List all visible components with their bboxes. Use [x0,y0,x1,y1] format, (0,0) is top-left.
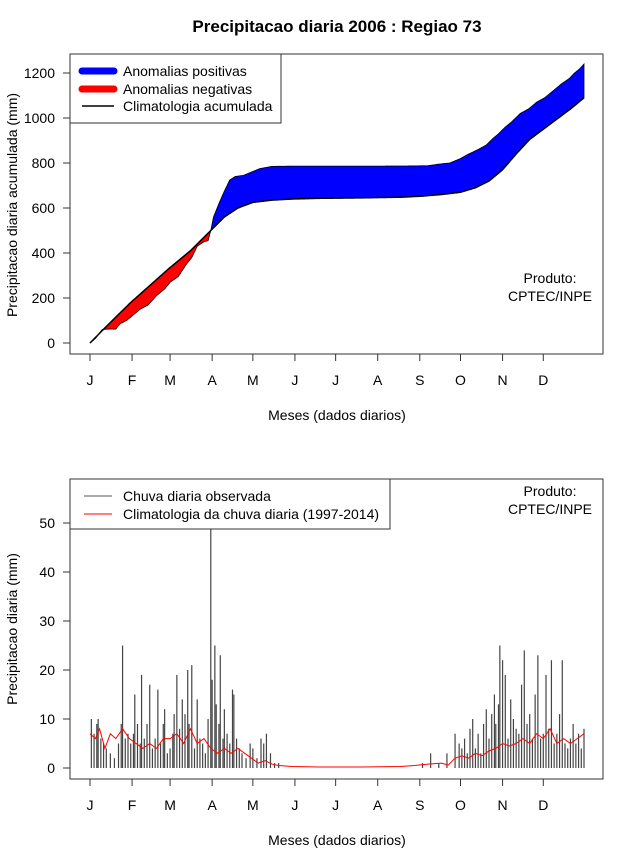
x-axis-label-bottom: Meses (dados diarios) [268,832,406,848]
x-tick-label-top: N [498,372,508,388]
legend-label-daily-climatology: Climatologia da chuva diaria (1997-2014) [123,506,379,522]
x-tick-label-top: J [87,372,94,388]
x-tick-label-bottom: M [164,797,176,813]
legend-label-negative: Anomalias negativas [123,81,252,97]
y-tick-label-bottom: 50 [39,515,55,531]
x-tick-label-bottom: A [207,797,217,813]
x-tick-label-top: F [128,372,137,388]
y-axis-label-top: Precipitacao diaria acumulada (mm) [4,93,20,317]
x-tick-label-top: S [415,372,424,388]
x-tick-label-bottom: J [87,797,94,813]
y-axis-top: 0 200 400 600 800 1000 1200 [24,65,71,351]
x-tick-label-top: M [247,372,259,388]
y-tick-label-bottom: 10 [39,711,55,727]
legend-label-positive: Anomalias positivas [123,63,247,79]
y-tick-label-top: 200 [32,290,56,306]
daily-rain-bars [90,527,585,768]
y-tick-label-bottom: 20 [39,662,55,678]
x-tick-label-bottom: N [498,797,508,813]
x-tick-label-bottom: J [332,797,339,813]
x-tick-label-bottom: D [538,797,548,813]
product-note-line1-bottom: Produto: [524,483,577,499]
y-tick-label-top: 600 [32,200,56,216]
y-tick-label-top: 0 [47,335,55,351]
y-tick-label-bottom: 0 [47,760,55,776]
bottom-panel-daily: 0 10 20 30 40 50 J F M A M J J A S O N D Meses (dados di… [4,478,604,848]
daily-climatology-line [89,727,585,768]
x-tick-label-top: A [207,372,217,388]
x-tick-label-top: J [332,372,339,388]
x-tick-label-bottom: F [128,797,137,813]
x-axis-label-top: Meses (dados diarios) [268,407,406,423]
top-panel-accumulated: 0 200 400 600 800 1000 1200 J F M A M J J A S O N D Meses… [4,53,604,423]
y-axis-label-bottom: Precipitacao diaria (mm) [4,553,20,705]
curve-lines [89,97,585,344]
x-tick-label-bottom: A [373,797,383,813]
x-tick-label-top: M [164,372,176,388]
product-note-line2-bottom: CPTEC/INPE [508,501,592,517]
y-tick-label-top: 800 [32,155,56,171]
y-tick-label-top: 1000 [24,110,55,126]
y-tick-label-bottom: 40 [39,564,55,580]
x-tick-label-bottom: M [247,797,259,813]
product-note-line1-top: Produto: [524,270,577,286]
x-tick-label-top: A [373,372,383,388]
x-tick-label-top: D [538,372,548,388]
y-tick-label-top: 400 [32,245,56,261]
y-tick-label-top: 1200 [24,65,55,81]
climatology-accumulated-line [89,97,585,344]
product-note-line2-top: CPTEC/INPE [508,288,592,304]
legend-label-climatology: Climatologia acumulada [123,98,273,114]
legend-top: Anomalias positivas Anomalias negativas … [69,53,282,124]
chart-title: Precipitacao diaria 2006 : Regiao 73 [192,17,481,36]
x-tick-label-bottom: J [291,797,298,813]
y-tick-label-bottom: 30 [39,613,55,629]
legend-bottom: Chuva diaria observada Climatologia da c… [69,478,391,530]
x-tick-label-top: J [291,372,298,388]
x-tick-label-bottom: S [415,797,424,813]
x-tick-label-bottom: O [455,797,466,813]
legend-label-observed: Chuva diaria observada [123,488,271,504]
climatology-line [89,727,585,768]
y-axis-bottom: 0 10 20 30 40 50 [39,515,71,776]
x-tick-label-top: O [455,372,466,388]
legend-box-bottom [69,478,391,530]
